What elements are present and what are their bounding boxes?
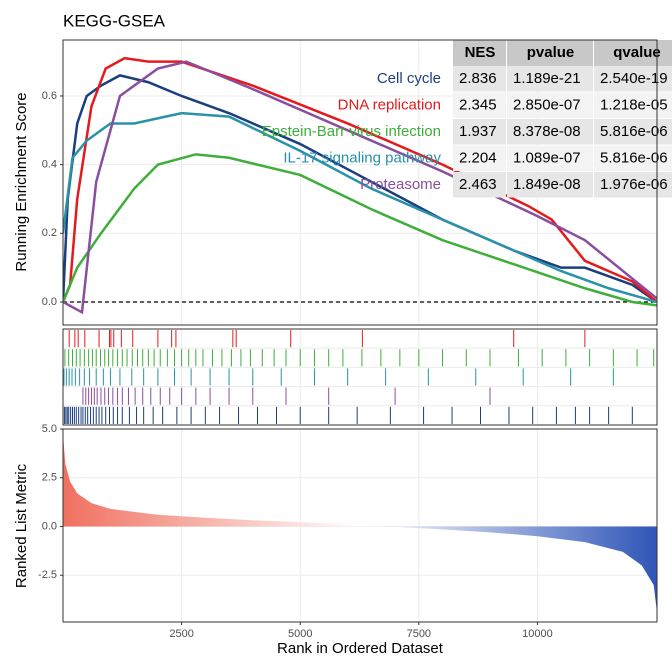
es-line [63,74,657,304]
y-tick-label: 5.0 [42,423,57,435]
table-value: 2.850e-07 [513,96,581,113]
x-tick-label: 5000 [288,628,312,640]
x-tick-label: 7500 [407,628,431,640]
legend-entry: Cell cycle [377,70,441,87]
table-value: 1.976e-06 [600,176,668,193]
es-line [63,153,657,307]
metric-area [63,434,657,613]
x-axis-label: Rank in Ordered Dataset [277,640,444,657]
table-value: 2.836 [459,70,497,87]
table: NES pvalue qvalue 2.836 1.189e-21 2.540e-19 2.… [453,40,672,198]
table-cell [453,119,506,145]
table-cell [594,119,672,145]
panel [63,329,657,425]
y-axis-label: Running Enrichment Score [13,92,30,271]
panel-border [62,328,658,426]
legend-entry: Proteasome [360,176,441,193]
y-tick-label: 0.6 [42,90,57,102]
table-value: 2.463 [459,176,497,193]
y-tick-label: 0.0 [42,296,57,308]
table-value: 1.089e-07 [513,149,581,166]
y-tick-label: 0.0 [42,520,57,532]
table-cell [453,66,506,92]
table-cell [507,172,593,198]
table-cell [594,66,672,92]
y-tick-label: -2.5 [38,569,57,581]
y-tick-label: 0.4 [42,159,57,171]
table-cell [594,145,672,171]
table-header-cell [507,40,593,66]
table-cell [507,119,593,145]
table-header-cell [594,40,672,66]
table-value: 5.816e-06 [600,123,668,140]
legend-entry: DNA replication [338,96,441,113]
table-header: pvalue [527,44,575,61]
chart-title: KEGG-GSEA [63,11,166,30]
table-cell [507,66,593,92]
y-tick-label: 0.2 [42,227,57,239]
legend-entry: Epstein-Barr virus infection [262,123,441,140]
table-cell [594,92,672,118]
table-value: 2.204 [459,149,497,166]
table-cell [594,172,672,198]
x-tick-label: 10000 [522,628,553,640]
table-cell [453,172,506,198]
x-tick-label: 2500 [169,628,193,640]
table-value: 2.345 [459,96,497,113]
table-cell [507,92,593,118]
table-cell [507,145,593,171]
panel-border [62,39,658,326]
table-header: qvalue [613,44,661,61]
legend-entry: IL-17 signaling pathway [283,149,441,166]
lines [63,56,657,315]
table-value: 1.189e-21 [513,70,581,87]
table-value: 1.849e-08 [513,176,581,193]
table-value: 2.540e-19 [600,70,668,87]
table-cell [453,145,506,171]
es-line [63,111,657,304]
table-value: 8.378e-08 [513,123,581,140]
metric-axis-label: Ranked List Metric [13,463,30,588]
table-value: 1.937 [459,123,497,140]
table-value: 5.816e-06 [600,149,668,166]
y-tick-label: 2.5 [42,472,57,484]
table-cell [453,92,506,118]
table-header-cell [453,40,506,66]
panel-border [62,428,658,623]
table-header: NES [465,44,496,61]
table-value: 1.218e-05 [600,96,668,113]
es-line [63,60,657,315]
